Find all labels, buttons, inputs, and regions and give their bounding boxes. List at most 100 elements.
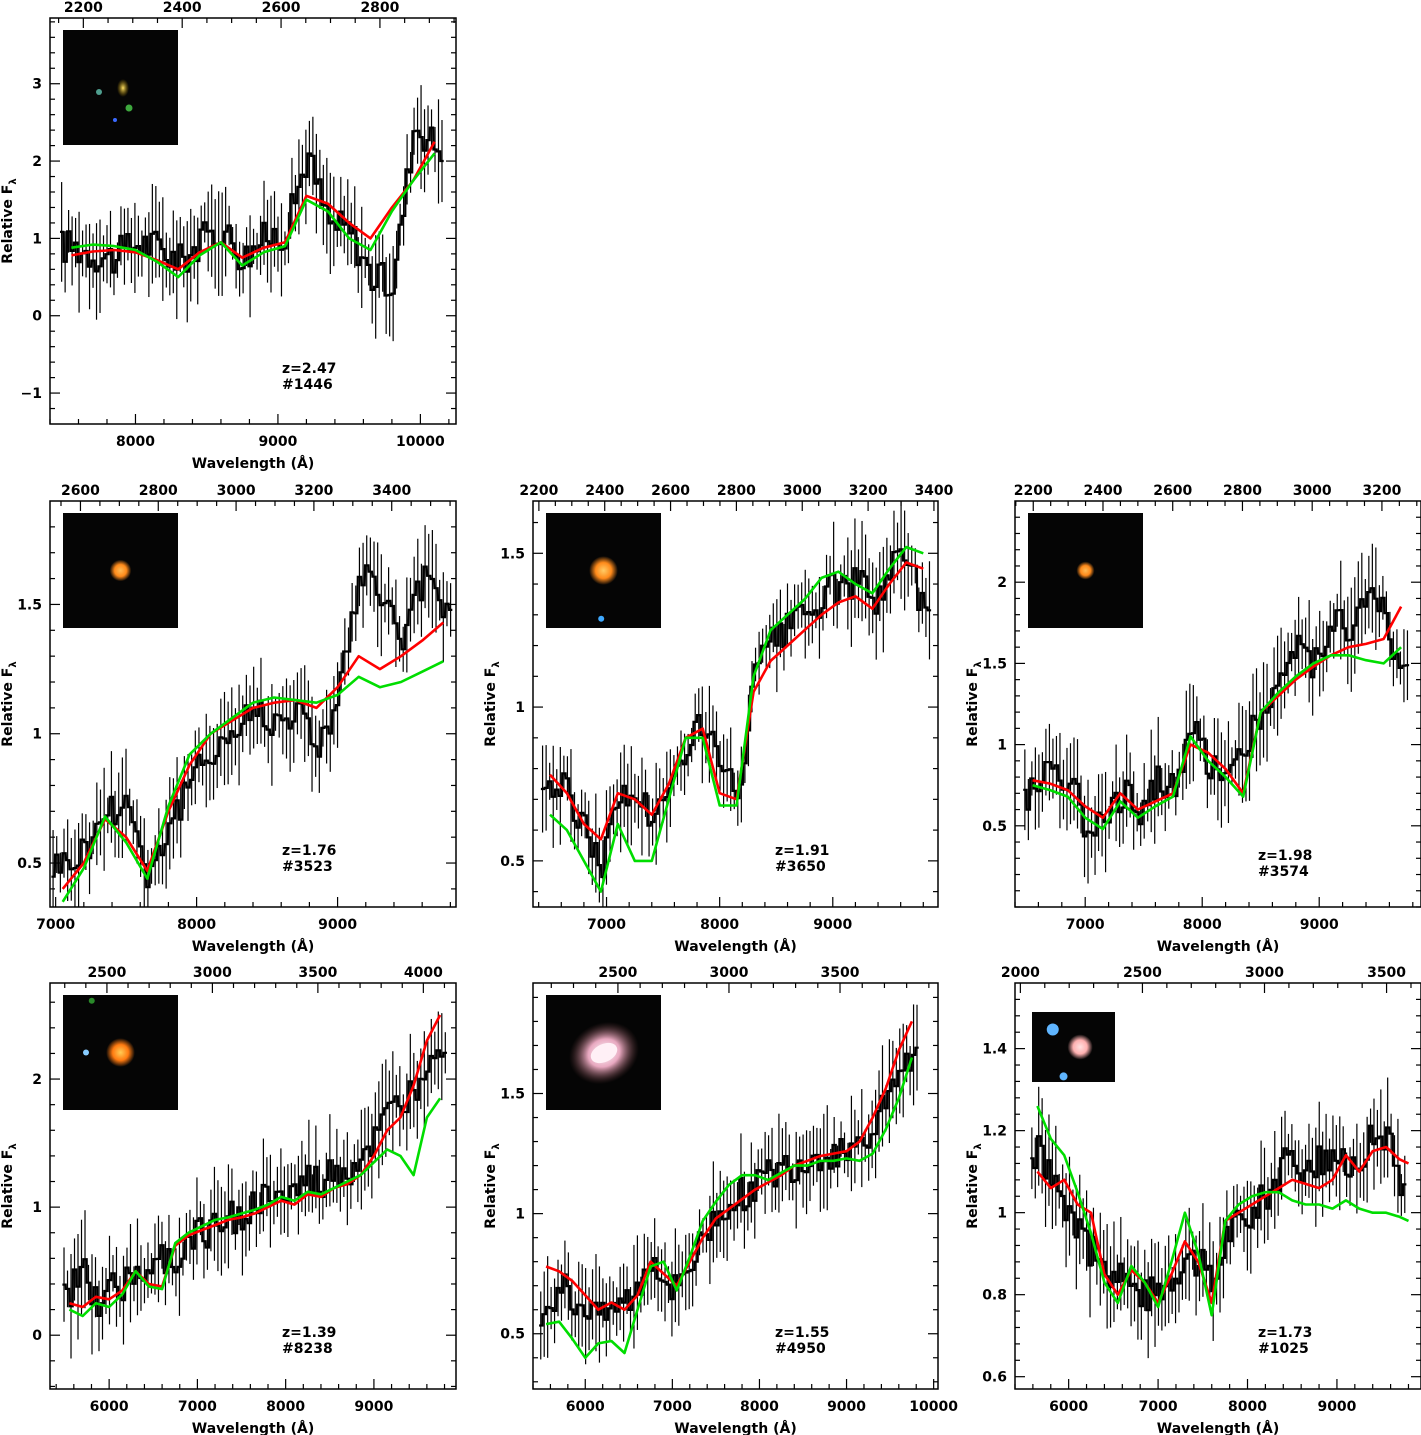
top-tick-label: 3000	[783, 483, 822, 499]
top-tick-label: 2400	[585, 483, 624, 499]
top-tick-label: 3500	[821, 965, 860, 981]
x-tick-label: 7000	[587, 917, 626, 933]
object-id-label: #4950	[775, 1341, 826, 1357]
model-red-line	[71, 141, 436, 271]
observed-spectrum	[62, 1049, 447, 1317]
model-red-line	[1032, 605, 1403, 819]
y-tick-label: 1.5	[500, 1087, 525, 1103]
y-tick-label: 1	[32, 1200, 42, 1216]
x-tick-label: 7000	[178, 1399, 217, 1415]
x-axis-label: Wavelength (Å)	[674, 938, 796, 955]
x-tick-label: 8000	[266, 1399, 305, 1415]
y-tick-label: 1.2	[982, 1124, 1007, 1140]
spectrum-panel: 7000 8000 9000 0.5 1 1.5 2600 2800 3000 3200 3400 W…	[0, 483, 457, 955]
object-id-label: #3574	[1258, 864, 1309, 880]
y-tick-label: 1	[997, 1206, 1007, 1222]
redshift-label: z=1.98	[1258, 848, 1312, 864]
axis-ticks	[50, 983, 456, 1389]
y-tick-label: 0.5	[500, 854, 525, 870]
x-tick-label: 8000	[740, 1399, 779, 1415]
top-tick-label: 2400	[1084, 483, 1123, 499]
top-tick-label: 2400	[163, 0, 202, 16]
top-tick-label: 2200	[1014, 483, 1053, 499]
model-green-line	[61, 660, 444, 903]
x-tick-label: 7000	[1139, 1399, 1178, 1415]
y-axis-label: Relative Fλ	[0, 661, 19, 747]
y-tick-label: −1	[21, 386, 42, 402]
axis-ticks	[49, 18, 456, 424]
plot-frame	[532, 982, 939, 1390]
top-tick-label: 3500	[1367, 965, 1406, 981]
y-axis-label: Relative Fλ	[483, 661, 502, 747]
top-tick-label: 2500	[87, 965, 126, 981]
x-tick-label: 7000	[653, 1399, 692, 1415]
galaxy-thumbnail	[63, 995, 178, 1110]
top-tick-label: 2600	[1153, 483, 1192, 499]
top-tick-label: 2800	[139, 483, 178, 499]
top-tick-label: 2800	[717, 483, 756, 499]
top-tick-label: 2800	[360, 0, 399, 16]
plot-frame	[532, 500, 939, 908]
x-tick-label: 10000	[396, 434, 445, 450]
top-tick-label: 3000	[193, 965, 232, 981]
y-tick-label: 1	[32, 727, 42, 743]
top-tick-label: 3000	[217, 483, 256, 499]
y-axis-label: Relative Fλ	[0, 178, 19, 264]
top-tick-label: 3000	[1245, 965, 1284, 981]
axis-ticks	[533, 501, 938, 907]
y-tick-label: 2	[32, 154, 42, 170]
top-tick-label: 2600	[651, 483, 690, 499]
redshift-label: z=1.91	[775, 843, 829, 859]
redshift-label: z=1.73	[1258, 1325, 1312, 1341]
x-tick-label: 9000	[354, 1399, 393, 1415]
object-id-label: #3523	[282, 859, 333, 875]
y-axis-label: Relative Fλ	[483, 1143, 502, 1229]
observed-spectrum	[540, 548, 932, 879]
top-tick-label: 3500	[298, 965, 337, 981]
galaxy-thumbnail	[1032, 1012, 1115, 1082]
x-tick-label: 8000	[177, 917, 216, 933]
top-tick-label: 3200	[294, 483, 333, 499]
plot-frame	[1014, 500, 1421, 908]
redshift-label: z=1.55	[775, 1325, 829, 1341]
top-tick-label: 3200	[1362, 483, 1401, 499]
y-tick-label: 0.5	[982, 819, 1007, 835]
spectrum-panel: 6000 7000 8000 9000 0.6 0.8 1 1.2 1.4 2000 2500 300…	[965, 965, 1421, 1435]
redshift-label: z=2.47	[282, 361, 336, 377]
x-tick-label: 9000	[1300, 917, 1339, 933]
top-tick-label: 3000	[1293, 483, 1332, 499]
y-tick-label: 1.5	[982, 656, 1007, 672]
spectrum-panel: 8000 9000 10000 −1 0 1 2 3 2200 2400 2600 2800 Wavel…	[0, 0, 457, 472]
top-tick-label: 3000	[709, 965, 748, 981]
plot-frame	[1014, 982, 1421, 1390]
object-id-label: #1446	[282, 377, 333, 393]
y-tick-label: 1	[997, 738, 1007, 754]
object-id-label: #1025	[1258, 1341, 1309, 1357]
y-tick-label: 1	[515, 1207, 525, 1223]
model-green-line	[1032, 646, 1402, 831]
top-tick-label: 3200	[849, 483, 888, 499]
y-tick-label: 1.4	[982, 1042, 1007, 1058]
y-tick-label: 0	[32, 309, 42, 325]
object-id-label: #3650	[775, 859, 826, 875]
x-axis-label: Wavelength (Å)	[192, 1420, 314, 1435]
axis-ticks	[1014, 501, 1421, 908]
top-tick-label: 2600	[61, 483, 100, 499]
y-tick-label: 1	[515, 700, 525, 716]
top-tick-label: 2200	[519, 483, 558, 499]
observed-spectrum	[51, 564, 453, 889]
y-tick-label: 1.5	[17, 597, 42, 613]
galaxy-thumbnail	[546, 995, 661, 1110]
x-tick-label: 10000	[909, 1399, 958, 1415]
x-axis-label: Wavelength (Å)	[1157, 938, 1279, 955]
x-tick-label: 6000	[566, 1399, 605, 1415]
axis-ticks	[1014, 983, 1421, 1389]
redshift-label: z=1.76	[282, 843, 336, 859]
observed-spectrum	[1023, 587, 1410, 838]
y-tick-label: 0	[32, 1328, 42, 1344]
x-axis-label: Wavelength (Å)	[192, 938, 314, 955]
x-tick-label: 9000	[258, 434, 297, 450]
y-tick-label: 3	[32, 77, 42, 93]
y-tick-label: 1	[32, 231, 42, 247]
